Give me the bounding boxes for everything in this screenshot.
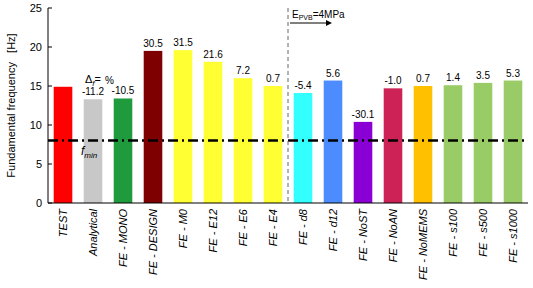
y-tick bbox=[48, 203, 52, 204]
y-tick bbox=[48, 86, 52, 87]
delta-label: 1.4 bbox=[446, 72, 460, 83]
x-tick-label: FE - s100 bbox=[447, 208, 459, 257]
bar bbox=[384, 88, 403, 203]
y-tick bbox=[48, 8, 52, 9]
bar bbox=[54, 87, 73, 203]
x-tick-label: FE - NoAN bbox=[387, 209, 399, 262]
chart-container: 0 5 10 15 20 25 Fundamental frequency [Hz] TEST… bbox=[0, 0, 533, 288]
bar bbox=[84, 99, 103, 203]
bar bbox=[414, 86, 433, 203]
bar bbox=[144, 51, 163, 203]
delta-label: -5.4 bbox=[294, 80, 312, 91]
x-tick-label: FE - M0 bbox=[177, 208, 189, 248]
x-tick-label: Analytical bbox=[87, 208, 99, 257]
bar bbox=[114, 98, 133, 203]
x-tick-label: FE - s1000 bbox=[507, 208, 519, 263]
y-tick-label: 10 bbox=[30, 119, 42, 131]
y-tick-label: 15 bbox=[30, 80, 42, 92]
delta-label: 0.7 bbox=[416, 73, 430, 84]
x-tick-label: FE - NoMEMS bbox=[417, 208, 429, 280]
region-label-sub: PVB bbox=[299, 14, 313, 21]
delta-equals: = bbox=[95, 73, 101, 85]
delta-annotation: Δf= bbox=[85, 73, 101, 88]
bar bbox=[174, 50, 193, 203]
delta-label: 0.7 bbox=[266, 73, 280, 84]
y-tick-label: 0 bbox=[36, 197, 42, 209]
x-tick-label: FE - d8 bbox=[297, 208, 309, 245]
reference-label: fmin bbox=[81, 144, 98, 160]
bar bbox=[474, 83, 493, 203]
region-arrow-head bbox=[326, 20, 332, 26]
y-tick-label: 5 bbox=[36, 158, 42, 170]
delta-label: 21.6 bbox=[203, 49, 223, 60]
x-tick-label: FE - E4 bbox=[267, 209, 279, 246]
x-tick-label: FE - NoST bbox=[357, 208, 369, 261]
x-tick-label: FE - E12 bbox=[207, 209, 219, 252]
y-tick bbox=[48, 164, 52, 165]
y-tick bbox=[48, 125, 52, 126]
x-tick-label: TEST bbox=[57, 208, 69, 237]
x-tick-label: FE - DESIGN bbox=[147, 209, 159, 275]
bar bbox=[264, 86, 283, 203]
x-tick-label: FE - s500 bbox=[477, 208, 489, 257]
bar bbox=[204, 62, 223, 203]
delta-label: -10.5 bbox=[112, 85, 135, 96]
chart-svg: 0 5 10 15 20 25 Fundamental frequency [Hz] TEST… bbox=[0, 0, 533, 288]
region-arrow bbox=[290, 23, 328, 24]
delta-unit: % bbox=[105, 75, 114, 86]
bar bbox=[294, 93, 313, 203]
x-tick-label: FE - MONO bbox=[117, 209, 129, 267]
y-axis-label: Fundamental frequency [Hz] bbox=[5, 33, 17, 177]
region-label: EPVB=4MPa bbox=[292, 9, 345, 21]
delta-label: 30.5 bbox=[143, 38, 163, 49]
bar bbox=[354, 122, 373, 203]
reference-label-sub: min bbox=[84, 151, 97, 160]
region-label-text: =4MPa bbox=[313, 9, 345, 20]
y-tick-label: 20 bbox=[30, 41, 42, 53]
bar bbox=[444, 85, 463, 203]
x-tick-label: FE - d12 bbox=[327, 209, 339, 251]
x-tick-label: FE - E6 bbox=[237, 208, 249, 246]
delta-label: 7.2 bbox=[236, 65, 250, 76]
delta-label: 5.6 bbox=[326, 68, 340, 79]
delta-label: -1.0 bbox=[384, 75, 402, 86]
delta-label: -30.1 bbox=[352, 109, 375, 120]
delta-label: 5.3 bbox=[506, 68, 520, 79]
y-axis bbox=[48, 8, 49, 203]
y-tick bbox=[48, 47, 52, 48]
delta-label: 3.5 bbox=[476, 70, 490, 81]
delta-label: 31.5 bbox=[173, 37, 193, 48]
region-divider bbox=[288, 8, 289, 203]
y-tick-label: 25 bbox=[30, 2, 42, 14]
